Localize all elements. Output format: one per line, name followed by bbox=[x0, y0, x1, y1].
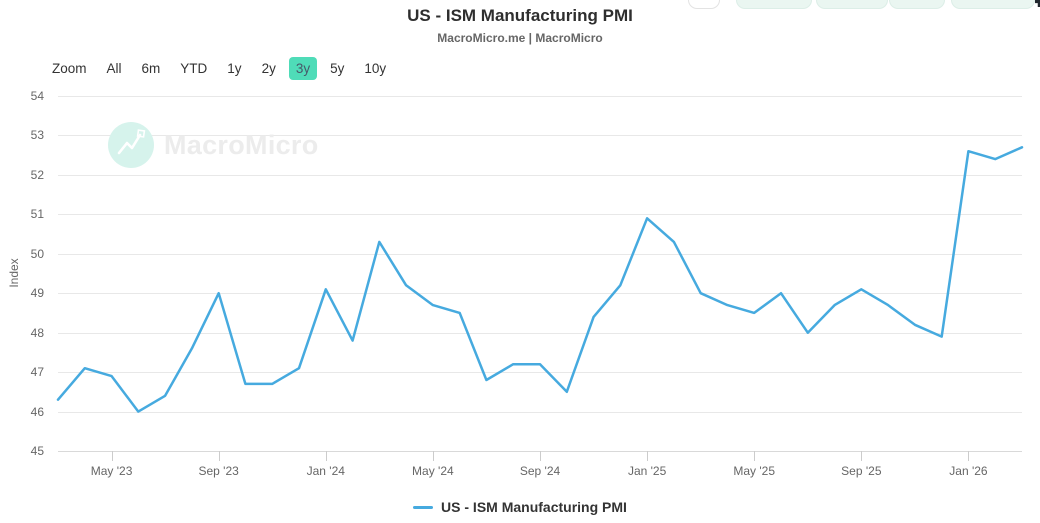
zoom-range-toolbar: Zoom All 6m YTD 1y 2y 3y 5y 10y bbox=[52, 57, 396, 80]
macromicro-logo-icon bbox=[108, 122, 154, 168]
zoom-label: Zoom bbox=[52, 61, 87, 76]
x-axis-tick bbox=[432, 451, 434, 461]
gridline bbox=[58, 253, 1022, 255]
y-axis-label: 45 bbox=[30, 444, 44, 458]
x-axis-tick bbox=[325, 451, 327, 461]
range-button-3y[interactable]: 3y bbox=[288, 57, 318, 80]
x-axis-label: Sep '25 bbox=[841, 464, 882, 478]
y-axis-label: 51 bbox=[30, 207, 44, 222]
watermark: MacroMicro bbox=[108, 122, 319, 168]
x-axis-label: Jan '25 bbox=[627, 464, 667, 478]
x-axis-label: May '24 bbox=[412, 464, 454, 478]
range-button-6m[interactable]: 6m bbox=[135, 57, 168, 80]
gridline bbox=[58, 293, 1022, 295]
x-axis-tick bbox=[540, 451, 541, 461]
gridline bbox=[58, 96, 1022, 97]
y-axis-label: 48 bbox=[30, 325, 44, 340]
x-axis-tick bbox=[647, 451, 649, 461]
y-axis-label: 54 bbox=[30, 89, 44, 103]
gridline bbox=[58, 135, 1022, 137]
gridline bbox=[58, 411, 1022, 413]
y-axis-label: 46 bbox=[30, 404, 44, 419]
y-axis-label: 50 bbox=[30, 246, 44, 261]
x-axis-tick bbox=[218, 451, 220, 461]
x-axis-label: Jan '26 bbox=[949, 464, 988, 478]
range-button-all[interactable]: All bbox=[100, 57, 129, 80]
y-axis-label: 52 bbox=[30, 167, 44, 182]
x-axis-label: May '23 bbox=[90, 464, 133, 478]
x-axis-label: Sep '24 bbox=[519, 464, 561, 478]
x-axis-label: Jan '24 bbox=[306, 464, 345, 478]
y-axis-label: 53 bbox=[30, 128, 44, 143]
range-buttons: All 6m YTD 1y 2y 3y 5y 10y bbox=[97, 57, 397, 80]
y-axis-title: Index bbox=[7, 258, 21, 288]
chart-subtitle: MacroMicro.me | MacroMicro bbox=[437, 31, 603, 45]
range-button-1y[interactable]: 1y bbox=[220, 57, 248, 80]
x-axis-tick bbox=[968, 451, 970, 461]
range-button-5y[interactable]: 5y bbox=[323, 57, 351, 80]
range-button-2y[interactable]: 2y bbox=[255, 57, 283, 80]
x-axis-label: May '25 bbox=[733, 464, 776, 478]
gridline bbox=[58, 332, 1022, 334]
y-axis-label: 47 bbox=[30, 365, 44, 380]
legend-line-marker bbox=[413, 505, 434, 509]
x-axis-tick bbox=[754, 451, 756, 461]
legend-label: US - ISM Manufacturing PMI bbox=[441, 499, 627, 515]
watermark-text: MacroMicro bbox=[164, 129, 319, 160]
legend[interactable]: US - ISM Manufacturing PMI bbox=[0, 499, 1040, 515]
gridline bbox=[58, 372, 1022, 374]
y-axis-label: 49 bbox=[30, 286, 44, 301]
x-axis-tick bbox=[111, 451, 113, 461]
page-title: US - ISM Manufacturing PMI bbox=[407, 6, 633, 25]
gridline bbox=[58, 174, 1022, 176]
x-axis-tick bbox=[861, 451, 863, 461]
range-button-ytd[interactable]: YTD bbox=[173, 57, 214, 80]
gridline bbox=[58, 214, 1022, 216]
x-axis-label: Sep '23 bbox=[198, 464, 239, 478]
range-button-10y[interactable]: 10y bbox=[357, 57, 393, 80]
